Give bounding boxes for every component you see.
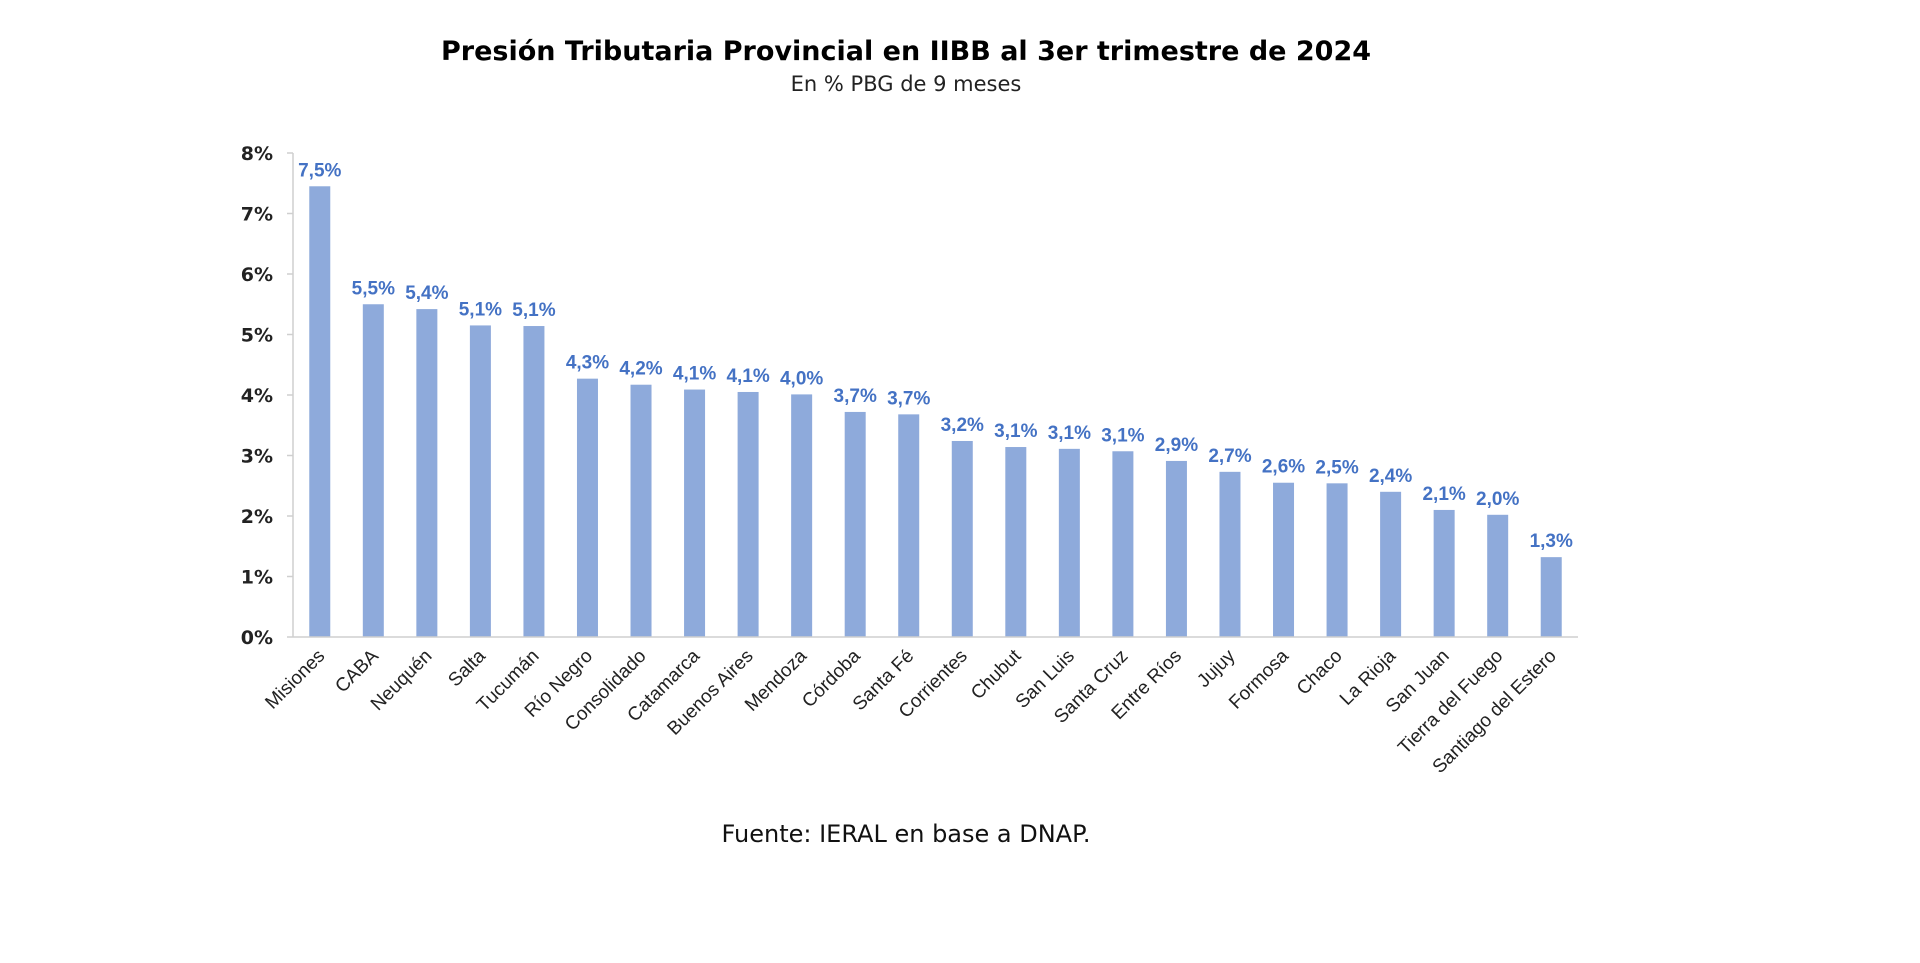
y-tick-label: 1%	[241, 567, 273, 589]
bar	[1273, 482, 1295, 637]
data-label: 3,2%	[941, 415, 984, 436]
bar	[576, 378, 598, 637]
y-tick-label: 4%	[241, 385, 273, 407]
data-label: 3,1%	[994, 421, 1037, 442]
bar	[737, 391, 759, 637]
data-label: 4,2%	[619, 359, 662, 380]
data-label: 4,1%	[726, 366, 769, 387]
bar	[898, 414, 920, 637]
data-label: 5,5%	[352, 278, 395, 299]
data-label: 4,0%	[780, 368, 823, 389]
x-tick-label: Misiones	[261, 646, 329, 714]
y-tick-label: 6%	[241, 264, 273, 286]
data-label: 2,1%	[1422, 484, 1465, 505]
bar	[844, 411, 866, 637]
y-tick-label: 0%	[241, 627, 273, 649]
data-label: 2,4%	[1369, 466, 1412, 487]
data-label: 3,7%	[887, 388, 930, 409]
data-label: 3,1%	[1048, 423, 1091, 444]
y-axis: 0% 1% 2% 3% 4% 5% 6% 7% 8%	[241, 143, 294, 649]
data-labels: 7,5% 5,5% 5,4% 5,1% 5,1% 4,3% 4,2% 4,1% 4,1% 4,0%…	[298, 160, 1573, 552]
bar	[309, 186, 331, 637]
data-label: 3,7%	[834, 386, 877, 407]
data-label: 2,9%	[1155, 435, 1198, 456]
bar	[469, 325, 491, 637]
bar	[1433, 509, 1455, 637]
bar	[1487, 514, 1509, 637]
bar	[684, 389, 706, 637]
data-label: 3,1%	[1101, 425, 1144, 446]
bar	[791, 394, 813, 637]
data-label: 5,1%	[512, 300, 555, 321]
bar	[1112, 451, 1134, 637]
bar	[1219, 471, 1241, 637]
data-label: 2,0%	[1476, 489, 1519, 510]
x-tick-label: Formosa	[1225, 645, 1293, 713]
bars	[309, 186, 1562, 637]
data-label: 2,6%	[1262, 457, 1305, 478]
bar	[523, 326, 545, 637]
x-tick-label: CABA	[331, 645, 383, 697]
data-label: 5,4%	[405, 283, 448, 304]
bar	[1380, 491, 1402, 637]
data-label: 4,3%	[566, 353, 609, 374]
bar	[1005, 447, 1027, 637]
bar	[362, 304, 384, 637]
data-label: 2,7%	[1208, 446, 1251, 467]
bar	[1326, 483, 1348, 637]
y-tick-label: 7%	[241, 204, 273, 226]
x-tick-label: Jujuy	[1193, 645, 1240, 692]
y-tick-label: 5%	[241, 325, 273, 347]
x-tick-label: Salta	[444, 645, 490, 691]
bar	[1058, 448, 1080, 637]
data-label: 7,5%	[298, 160, 341, 181]
bar	[1540, 557, 1562, 637]
bar	[1165, 460, 1187, 637]
bar	[630, 384, 652, 637]
y-tick-label: 3%	[241, 446, 273, 468]
data-label: 1,3%	[1530, 531, 1573, 552]
chart-source: Fuente: IERAL en base a DNAP.	[721, 820, 1091, 848]
bar	[416, 309, 438, 637]
bar	[951, 440, 973, 637]
y-tick-label: 8%	[241, 143, 273, 165]
data-label: 4,1%	[673, 364, 716, 385]
data-label: 5,1%	[459, 299, 502, 320]
chart-title: Presión Tributaria Provincial en IIBB al…	[440, 36, 1372, 67]
chart-subtitle: En % PBG de 9 meses	[790, 72, 1022, 96]
y-tick-label: 2%	[241, 506, 273, 528]
data-label: 2,5%	[1315, 457, 1358, 478]
